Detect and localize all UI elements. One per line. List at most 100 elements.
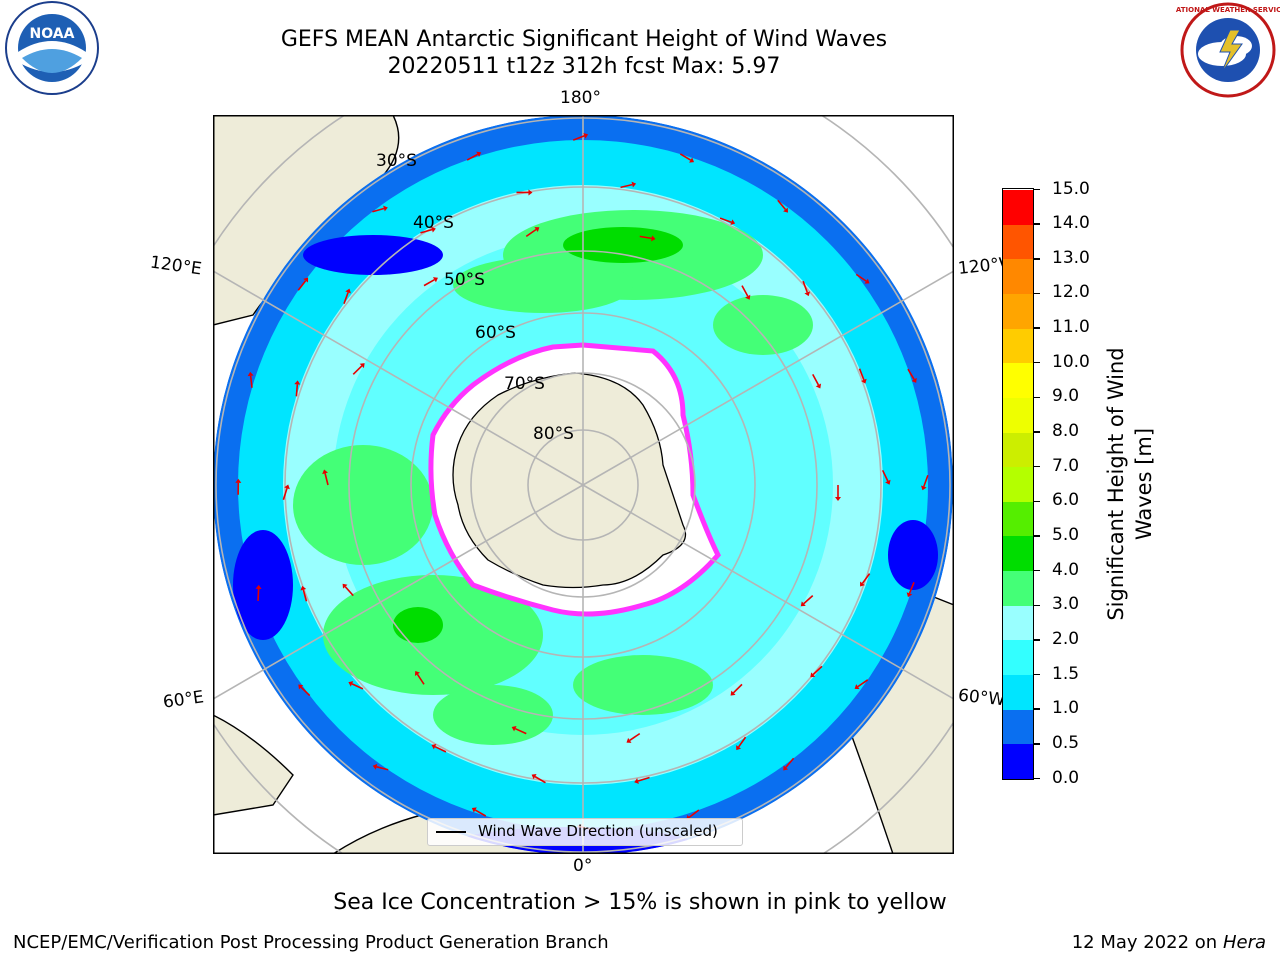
wave-arrow-head	[431, 226, 436, 233]
colorbar-tick	[1034, 673, 1040, 676]
colorbar-tick	[1034, 396, 1040, 399]
wave-direction-arrow	[855, 273, 867, 282]
colorbar-segment	[1003, 397, 1033, 433]
wave-direction-arrow	[351, 683, 364, 690]
wave-arrow-head	[583, 132, 589, 139]
wave-direction-arrow	[372, 207, 385, 213]
wave-direction-arrow	[282, 488, 288, 500]
colorbar-tick-label: 1.5	[1052, 663, 1080, 684]
wave-direction-arrow	[812, 665, 823, 676]
colorbar-tick	[1034, 465, 1040, 468]
lat-label-80s: 80°S	[533, 424, 574, 444]
wave-arrow-head	[783, 207, 788, 213]
wave-arrow-head	[810, 672, 816, 678]
wave-direction-arrow	[858, 368, 865, 381]
wave-arrow-head	[414, 670, 420, 676]
wave-direction-arrow	[639, 235, 652, 240]
wave-arrow-head	[534, 227, 540, 232]
wave-direction-arrow	[861, 573, 871, 584]
lat-label-30s: 30°S	[376, 151, 417, 171]
colorbar-tick-label: 2.0	[1052, 628, 1080, 649]
wave-arrow-head	[235, 478, 242, 483]
wave-direction-arrow	[620, 183, 633, 189]
wave-arrow-head	[345, 288, 351, 294]
wave-arrow-head	[626, 737, 632, 743]
lat-label-50s: 50°S	[444, 270, 485, 290]
map-panel: Wind Wave Direction (unscaled)	[213, 115, 954, 854]
colorbar-tick	[1034, 500, 1040, 503]
wave-arrow-head	[804, 291, 811, 297]
wave-arrow-head	[298, 684, 304, 690]
wave-direction-arrow	[302, 589, 308, 602]
longitude-grid	[213, 115, 954, 854]
map-canvas	[213, 115, 954, 854]
wave-direction-arrow	[923, 474, 929, 487]
wave-arrow-head	[372, 763, 378, 770]
colorbar-segment	[1003, 674, 1033, 710]
footer-credit: NCEP/EMC/Verification Post Processing Pr…	[13, 932, 609, 953]
wave-direction-arrow	[423, 279, 435, 287]
footer-host: Hera	[1222, 932, 1266, 953]
wave-arrow-head	[864, 278, 870, 284]
wave-direction-arrow	[688, 809, 700, 818]
wave-arrow-head	[815, 383, 822, 389]
colorbar-tick	[1034, 361, 1040, 364]
colorbar-tick	[1034, 639, 1040, 641]
sea-ice-note: Sea Ice Concentration > 15% is shown in …	[333, 890, 947, 915]
wave-direction-arrow	[737, 736, 747, 748]
colorbar-tick-label: 1.0	[1052, 698, 1080, 719]
colorbar-tick-label: 0.0	[1052, 767, 1080, 788]
wave-arrow-head	[255, 584, 262, 590]
wave-arrow-head	[651, 235, 656, 242]
wave-direction-arrow	[514, 727, 527, 735]
colorbar-segment	[1003, 501, 1033, 537]
wave-arrow-head	[348, 681, 354, 687]
wave-arrow-head	[300, 585, 307, 591]
colorbar-tick	[1034, 292, 1040, 295]
colorbar-tick	[1034, 604, 1040, 606]
colorbar-segment	[1003, 432, 1033, 468]
wave-arrow-head	[736, 745, 742, 751]
colorbar-tick	[1034, 569, 1040, 572]
wave-direction-arrow	[324, 473, 329, 486]
footer-date: 12 May 2022 on Hera	[1072, 932, 1266, 953]
wave-direction-arrow	[525, 228, 537, 238]
wave-arrow-head	[432, 277, 438, 283]
wave-arrow-head	[294, 380, 301, 385]
wave-arrow-head	[835, 497, 841, 501]
wave-direction-arrow	[297, 280, 307, 291]
colorbar-tick-label: 0.5	[1052, 732, 1080, 753]
colorbar-segment	[1003, 189, 1033, 225]
wave-arrow-head	[303, 277, 309, 283]
chart-subtitle: 20220511 t12z 312h fcst Max: 5.97	[387, 54, 781, 79]
colorbar-title: Significant Height of Wind Waves [m]	[1104, 347, 1156, 621]
wave-direction-arrow	[352, 365, 363, 375]
colorbar-tick	[1034, 777, 1040, 780]
wave-direction-arrow	[344, 586, 354, 597]
colorbar-segment	[1003, 570, 1033, 606]
colorbar-tick	[1034, 223, 1040, 225]
colorbar-tick-label: 7.0	[1052, 455, 1080, 476]
wave-arrow-head	[511, 725, 517, 732]
colorbar	[1002, 188, 1034, 780]
colorbar-segment	[1003, 605, 1033, 641]
chart-title: GEFS MEAN Antarctic Significant Height o…	[280, 27, 888, 52]
wave-arrow-head	[476, 151, 482, 157]
wave-direction-arrow	[466, 153, 479, 161]
wave-direction-arrow	[416, 673, 425, 685]
lat-label-70s: 70°S	[504, 374, 545, 394]
colorbar-tick-label: 5.0	[1052, 524, 1080, 545]
lon-label-0: 0°	[573, 856, 593, 876]
colorbar-tick-label: 12.0	[1052, 282, 1090, 303]
wave-arrow-head	[359, 363, 365, 369]
wave-direction-arrow	[637, 776, 650, 782]
wave-direction-arrow	[679, 153, 692, 161]
colorbar-tick	[1034, 431, 1040, 433]
wave-direction-arrow	[785, 757, 795, 768]
wave-direction-arrow	[881, 469, 889, 482]
wave-direction-arrow	[300, 686, 311, 697]
wave-arrow-head	[689, 157, 695, 163]
wave-arrow-head	[730, 219, 736, 226]
colorbar-tick-label: 4.0	[1052, 559, 1080, 580]
wave-direction-arrow	[343, 292, 349, 304]
